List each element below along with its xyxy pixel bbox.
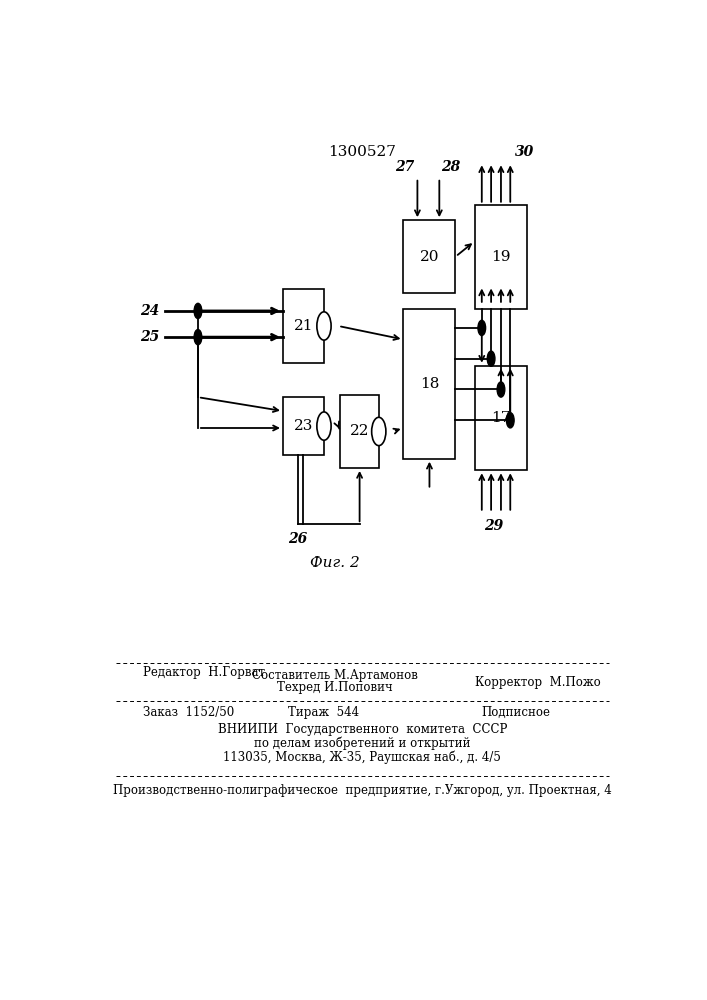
Bar [283,397,324,455]
Ellipse shape [317,412,331,440]
Text: 17: 17 [491,411,510,425]
Ellipse shape [372,417,386,446]
Text: Редактор  Н.Горват: Редактор Н.Горват [144,666,265,679]
Ellipse shape [487,351,495,366]
Text: ВНИИПИ  Государственного  комитета  СССР: ВНИИПИ Государственного комитета СССР [218,723,507,736]
Ellipse shape [317,312,331,340]
Text: 1300527: 1300527 [328,145,397,159]
Text: 18: 18 [420,377,439,391]
Text: 19: 19 [491,250,510,264]
Text: Подписное: Подписное [481,706,550,719]
Ellipse shape [194,330,201,345]
Text: 23: 23 [293,419,313,433]
Ellipse shape [194,303,201,319]
Text: 113035, Москва, Ж-35, Раушская наб., д. 4/5: 113035, Москва, Ж-35, Раушская наб., д. … [223,751,501,764]
Text: 27: 27 [395,160,415,174]
Bar [474,366,527,470]
Text: Корректор  М.Пожо: Корректор М.Пожо [475,676,600,689]
Ellipse shape [478,320,486,336]
Text: 20: 20 [420,250,439,264]
Text: Заказ  1152/50: Заказ 1152/50 [144,706,235,719]
Ellipse shape [506,413,514,428]
Text: 28: 28 [441,160,460,174]
Text: Тираж  544: Тираж 544 [288,706,360,719]
Text: 26: 26 [288,532,308,546]
Text: Производственно-полиграфическое  предприятие, г.Ужгород, ул. Проектная, 4: Производственно-полиграфическое предприя… [113,784,612,797]
Text: 30: 30 [515,144,534,158]
Bar [283,289,324,363]
Text: Составитель М.Артамонов: Составитель М.Артамонов [252,669,418,682]
Bar [404,309,455,459]
Text: 22: 22 [350,424,369,438]
Text: 29: 29 [484,519,504,533]
Bar [341,395,379,468]
Text: 21: 21 [293,319,313,333]
Bar [404,220,455,293]
Bar [474,205,527,309]
Ellipse shape [497,382,505,397]
Text: 24: 24 [141,304,160,318]
Text: Фиг. 2: Фиг. 2 [310,556,360,570]
Text: Техред И.Попович: Техред И.Попович [277,681,393,694]
Text: 25: 25 [141,330,160,344]
Text: по делам изобретений и открытий: по делам изобретений и открытий [254,737,471,750]
